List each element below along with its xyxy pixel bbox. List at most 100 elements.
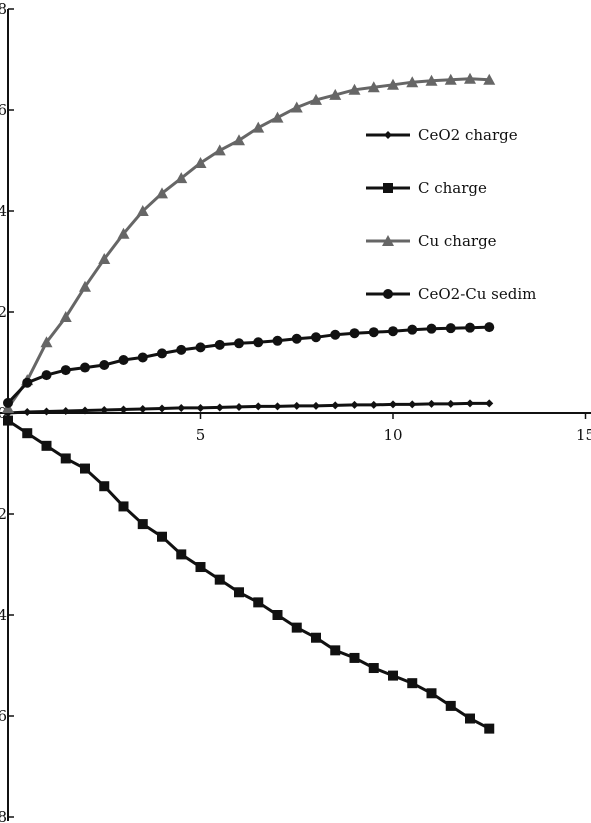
data-point <box>271 111 284 123</box>
data-point <box>312 401 320 410</box>
x-tick-label: 5 <box>196 426 206 444</box>
legend-label: CeO2 charge <box>418 126 518 144</box>
y-tick-label: 6 <box>0 101 7 119</box>
data-point <box>367 81 380 93</box>
data-point <box>156 187 168 199</box>
data-point <box>138 404 147 413</box>
y-tick-label: 4 <box>0 606 7 624</box>
data-point <box>194 157 207 169</box>
data-point <box>214 339 225 350</box>
data-point <box>465 322 475 333</box>
data-point <box>80 463 90 474</box>
data-point <box>329 88 342 100</box>
legend: CeO2 charge C charge Cu charge CeO2-Cu sedi… <box>366 126 536 303</box>
y-tick-label: 8 <box>0 808 7 823</box>
data-point <box>234 587 244 598</box>
data-point <box>484 322 495 333</box>
data-point <box>40 336 53 348</box>
data-point <box>406 76 419 88</box>
data-point <box>176 549 187 560</box>
data-point <box>117 227 130 239</box>
data-point <box>389 400 397 409</box>
data-point <box>213 144 226 156</box>
series-line <box>7 401 490 415</box>
data-point <box>427 399 436 408</box>
data-point <box>446 399 455 408</box>
x-tick-label: 10 <box>383 426 402 444</box>
data-point <box>119 405 128 414</box>
data-point <box>273 402 282 411</box>
data-point <box>369 400 378 409</box>
data-point <box>253 337 264 348</box>
data-point <box>118 501 129 512</box>
data-point <box>291 333 302 344</box>
y-tick-label: 2 <box>0 505 7 523</box>
x-tick-label: 15 <box>576 426 591 444</box>
data-point <box>444 73 457 85</box>
data-point <box>388 670 398 681</box>
data-point <box>41 440 52 451</box>
y-tick-label: 6 <box>0 707 7 725</box>
data-point <box>98 252 111 264</box>
data-point <box>464 72 476 84</box>
legend-label: C charge <box>418 179 487 197</box>
data-point <box>233 134 245 146</box>
data-point <box>3 415 13 426</box>
data-point <box>445 700 456 711</box>
data-point <box>196 403 205 412</box>
data-point <box>483 73 496 85</box>
legend-marker <box>383 183 393 193</box>
data-point <box>252 121 265 133</box>
data-point <box>331 401 340 410</box>
data-point <box>485 399 494 408</box>
data-point <box>3 397 13 408</box>
data-point <box>22 377 33 388</box>
data-point <box>175 172 188 184</box>
data-point <box>22 428 33 439</box>
data-point <box>195 562 206 573</box>
data-point <box>272 335 283 346</box>
data-point <box>137 519 148 530</box>
data-point <box>136 205 149 216</box>
legend-marker <box>384 131 392 139</box>
data-point <box>330 645 341 656</box>
data-point <box>349 328 360 339</box>
data-point <box>157 531 167 542</box>
series-diamond <box>4 399 494 417</box>
data-point <box>215 403 224 412</box>
data-point <box>350 400 359 409</box>
data-point <box>42 407 51 416</box>
data-point <box>292 401 301 410</box>
data-point <box>407 678 418 689</box>
data-point <box>118 354 129 365</box>
data-point <box>426 323 437 334</box>
data-point <box>311 332 321 343</box>
data-point <box>235 402 243 411</box>
data-point <box>214 574 225 585</box>
data-point <box>291 622 302 633</box>
data-point <box>348 83 361 95</box>
legend-entry: C charge <box>366 179 487 197</box>
data-point <box>311 632 321 643</box>
data-point <box>79 280 91 292</box>
y-tick-label: 0 <box>0 404 7 422</box>
data-point <box>234 338 244 349</box>
data-point <box>176 344 187 355</box>
series-layer <box>2 72 496 734</box>
data-point <box>387 78 399 90</box>
y-tick-label: 2 <box>0 303 7 321</box>
data-point <box>177 403 186 412</box>
data-point <box>368 327 379 338</box>
data-point <box>445 323 456 334</box>
data-point <box>195 342 206 353</box>
data-point <box>425 74 438 86</box>
series-square <box>3 415 495 734</box>
data-point <box>158 404 166 413</box>
legend-marker <box>382 235 394 246</box>
y-tick-label: 4 <box>0 202 7 220</box>
data-point <box>310 93 322 105</box>
y-tick-label: 8 <box>0 0 7 18</box>
legend-label: CeO2-Cu sedim <box>418 285 536 303</box>
data-point <box>349 652 360 663</box>
